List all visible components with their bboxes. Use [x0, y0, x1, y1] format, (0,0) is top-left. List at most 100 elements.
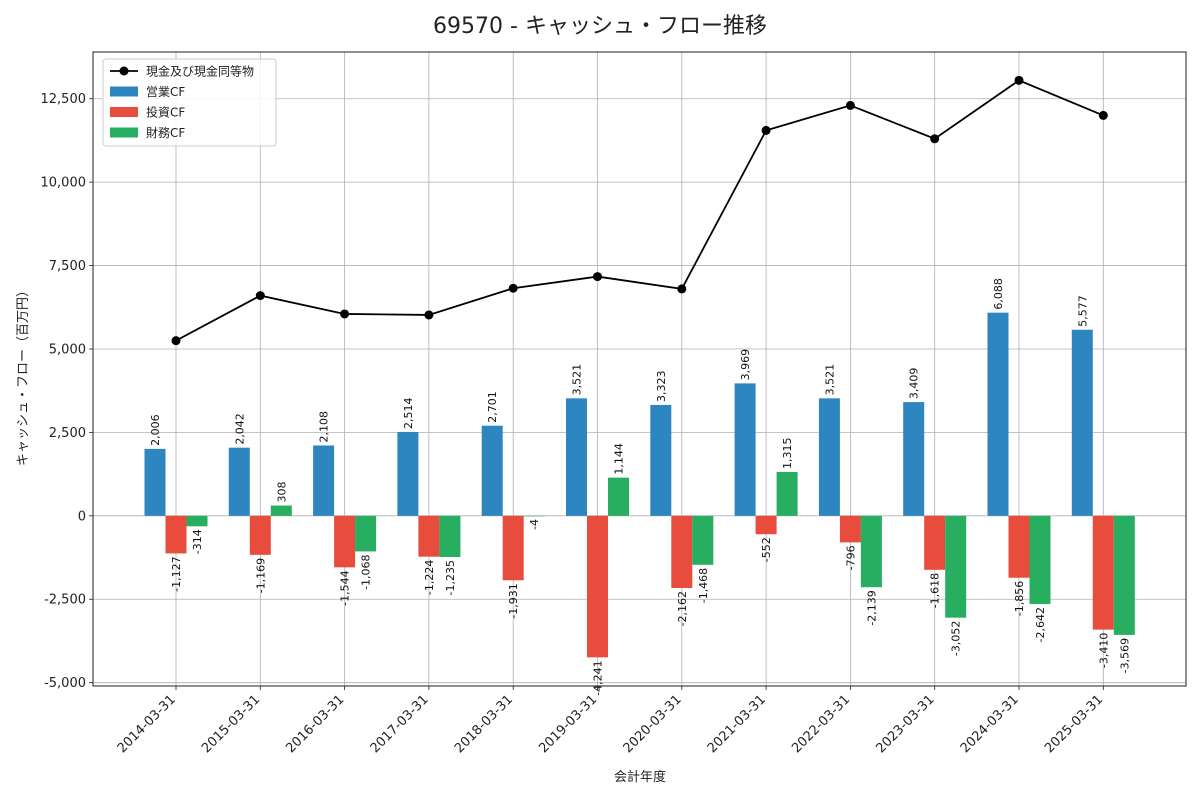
- bar: [523, 515, 545, 517]
- bar: [355, 515, 377, 552]
- legend-swatch: [110, 107, 138, 117]
- line-point: [761, 125, 771, 135]
- bar: [186, 515, 208, 527]
- x-tick-label: 2017-03-31: [368, 692, 432, 756]
- x-tick-label: 2016-03-31: [283, 692, 347, 756]
- legend-label: 現金及び現金同等物: [146, 64, 254, 79]
- x-tick-label: 2025-03-31: [1042, 692, 1106, 756]
- x-tick-label: 2020-03-31: [621, 692, 685, 756]
- legend-label: 財務CF: [146, 125, 185, 140]
- line-point: [1098, 110, 1108, 120]
- bar-value-label: -1,544: [339, 570, 352, 605]
- bar-value-label: -3,410: [1097, 633, 1110, 668]
- chart-title: 69570 - キャッシュ・フロー推移: [433, 14, 767, 39]
- cash-line: [171, 75, 1108, 346]
- line-point: [930, 134, 940, 144]
- bar-value-label: -1,127: [170, 556, 183, 591]
- bar-value-label: -3,052: [950, 621, 963, 656]
- bar-value-label: -1,235: [444, 560, 457, 595]
- bar: [439, 515, 461, 558]
- line-point: [1014, 75, 1024, 85]
- y-tick-label: 7,500: [49, 259, 86, 274]
- bar: [692, 515, 714, 565]
- line-point: [340, 309, 350, 319]
- line-point: [171, 336, 181, 346]
- line-point: [677, 284, 687, 294]
- bar: [818, 398, 840, 516]
- bar-value-label: 6,088: [992, 278, 1005, 310]
- legend-label: 投資CF: [146, 105, 185, 120]
- x-axis-label: 会計年度: [614, 769, 666, 785]
- bar-value-label: -2,642: [1034, 607, 1047, 642]
- bar: [481, 425, 503, 516]
- bar-value-label: -1,169: [254, 558, 267, 593]
- y-tick-label: 2,500: [49, 426, 86, 441]
- bar-value-label: -2,139: [865, 590, 878, 625]
- bar: [671, 515, 693, 588]
- bars: [144, 312, 1135, 658]
- bar: [397, 431, 419, 516]
- axes: -5,000 -2,500 0 2,500 5,000 7,500 10,000 12,500…: [41, 51, 1187, 756]
- y-tick-label: 0: [78, 509, 86, 524]
- legend-swatch: [110, 127, 138, 138]
- bar-value-label: 2,108: [318, 411, 331, 443]
- legend-marker: [119, 66, 129, 76]
- bar-value-label: 2,514: [402, 397, 415, 429]
- bar: [418, 515, 440, 557]
- data-labels: 2,006 2,042 2,108 2,514 2,701 3,521 3,323 3,969…: [149, 278, 1131, 696]
- bar: [313, 445, 335, 516]
- x-tick-label: 2019-03-31: [536, 692, 600, 756]
- bar-value-label: -1,856: [1013, 581, 1026, 616]
- bar: [165, 515, 187, 554]
- line-point: [424, 310, 434, 320]
- bar-value-label: -796: [844, 545, 857, 570]
- bar-value-label: -4,241: [592, 660, 605, 695]
- bar: [924, 515, 946, 570]
- bar-value-label: -2,162: [676, 591, 689, 626]
- bar: [566, 398, 587, 516]
- y-tick-label: 5,000: [49, 342, 86, 357]
- bar: [1071, 329, 1093, 516]
- bar-value-label: 1,144: [613, 443, 626, 475]
- x-tick-label: 2021-03-31: [705, 692, 769, 756]
- line-point: [508, 283, 518, 293]
- bar: [270, 505, 292, 516]
- bar: [1008, 515, 1030, 578]
- y-axis-label: キャッシュ・フロー（百万円）: [16, 284, 31, 466]
- bar: [650, 404, 672, 516]
- y-tick-label: 10,000: [41, 176, 87, 191]
- bar-value-label: -4: [528, 519, 541, 530]
- legend-swatch: [110, 86, 138, 97]
- bar: [839, 515, 861, 543]
- bar-value-label: 2,042: [233, 413, 246, 445]
- bar-value-label: 3,409: [908, 368, 921, 400]
- bar: [608, 477, 629, 516]
- bar-value-label: -1,224: [423, 560, 436, 595]
- legend-label: 営業CF: [146, 85, 185, 99]
- bar: [228, 447, 250, 516]
- x-tick-label: 2015-03-31: [199, 692, 263, 756]
- bar-value-label: 3,521: [823, 364, 836, 396]
- bar-value-label: 308: [275, 482, 288, 503]
- bar: [987, 312, 1009, 516]
- bar-value-label: 2,701: [486, 391, 499, 423]
- legend-box: [102, 58, 277, 147]
- bar-value-label: -3,569: [1118, 638, 1131, 673]
- y-tick-label: -5,000: [44, 676, 86, 691]
- bar-value-label: -1,468: [697, 568, 710, 603]
- x-tick-label: 2023-03-31: [873, 692, 937, 756]
- bar-value-label: 3,323: [655, 370, 668, 402]
- x-tick-label: 2022-03-31: [789, 692, 853, 756]
- bar: [249, 515, 271, 555]
- bar-value-label: -1,068: [360, 554, 373, 589]
- bar: [903, 402, 925, 516]
- bar: [945, 515, 967, 618]
- bar-value-label: 1,315: [781, 437, 794, 469]
- bar-value-label: -1,618: [929, 573, 942, 608]
- y-tick-label: -2,500: [44, 593, 86, 608]
- line-point: [845, 100, 855, 110]
- x-tick-label: 2018-03-31: [452, 692, 516, 756]
- bar: [1092, 515, 1114, 630]
